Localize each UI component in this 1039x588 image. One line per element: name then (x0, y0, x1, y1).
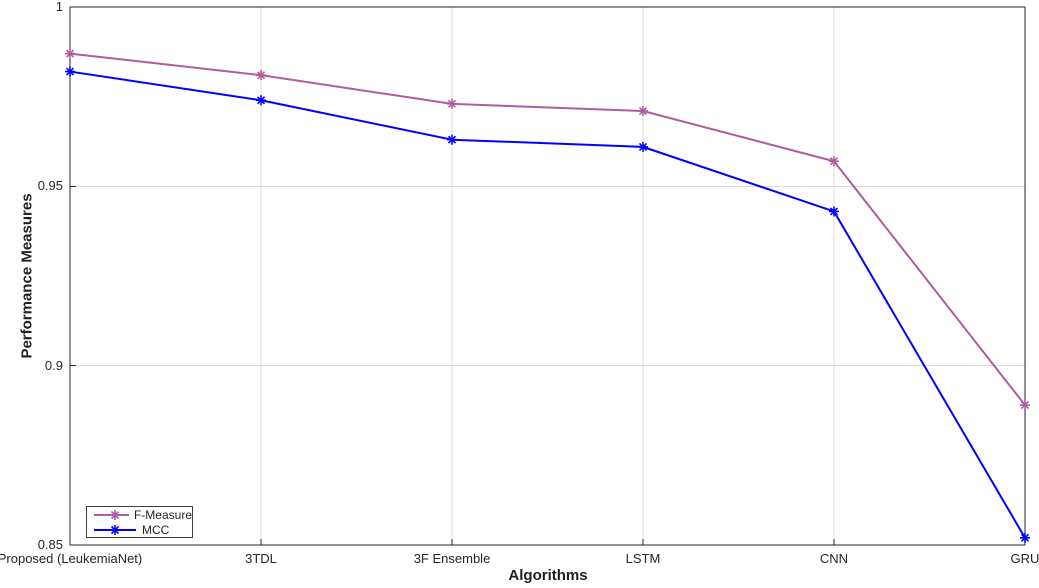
y-tick-label: 0.95 (37, 178, 63, 193)
legend-line-sample (94, 509, 129, 520)
y-axis-label: Performance Measures (18, 193, 36, 359)
legend-label: MCC (142, 522, 170, 537)
tick-marks (69, 6, 1026, 546)
legend-entry: F-Measure (93, 508, 192, 522)
legend-entry: MCC (93, 523, 192, 537)
grid-lines (70, 7, 1025, 545)
series-line (69, 52, 1026, 406)
y-tick-label: 0.85 (37, 537, 63, 552)
legend-label: F-Measure (133, 507, 192, 522)
x-axis-label: Algorithms (508, 567, 588, 584)
series-line (69, 70, 1026, 539)
x-tick-label: 3F Ensemble (413, 551, 491, 566)
legend-line-sample (94, 524, 136, 535)
x-tick-label: GRU (1010, 551, 1039, 566)
x-tick-label: CNN (819, 551, 849, 566)
series-mcc (65, 66, 1030, 543)
axes-box (69, 6, 1026, 546)
series-f-measure (65, 48, 1030, 411)
y-tick-label: 0.9 (44, 358, 63, 373)
y-tick-label: 1 (55, 0, 63, 14)
x-tick-label: Proposed (LeukemiaNet) (0, 551, 143, 566)
x-tick-label: 3TDL (245, 551, 277, 566)
x-tick-label: LSTM (625, 551, 661, 566)
legend: F-Measure MCC (86, 506, 193, 538)
